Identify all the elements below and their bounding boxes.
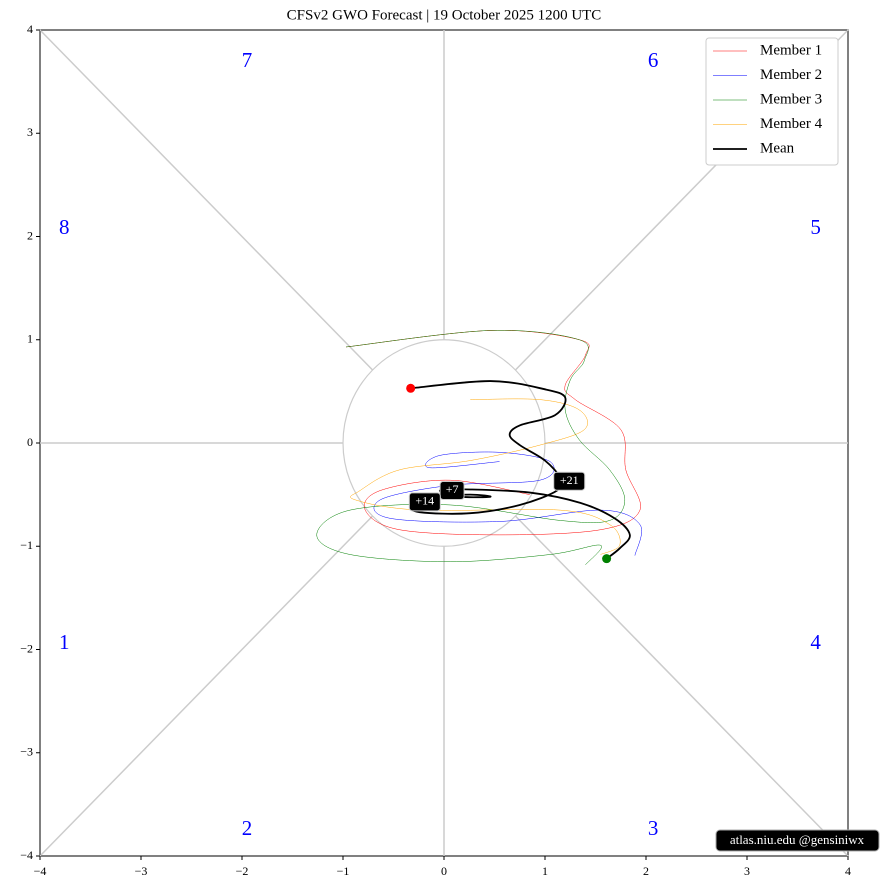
- trajectory: [409, 380, 631, 560]
- phase-label: 8: [59, 215, 70, 239]
- phase-label: 3: [648, 816, 659, 840]
- y-tick-label: 2: [27, 228, 33, 242]
- legend-label: Member 4: [760, 116, 823, 132]
- x-tick-label: −4: [34, 864, 47, 878]
- x-tick-label: 2: [643, 864, 649, 878]
- x-tick-label: 3: [744, 864, 750, 878]
- start-point: [406, 383, 416, 393]
- y-tick-label: 1: [27, 332, 33, 346]
- y-tick-label: −4: [20, 848, 33, 862]
- legend-label: Member 3: [760, 91, 822, 107]
- legend-box: [705, 37, 839, 166]
- annotation-box: [408, 492, 441, 512]
- x-tick-label: −3: [135, 864, 148, 878]
- day-annotation: +7: [439, 480, 465, 500]
- phase-label: 7: [242, 48, 253, 72]
- day-annotation: +21: [553, 471, 586, 491]
- phase-label: 2: [242, 816, 253, 840]
- legend-label: Member 1: [760, 42, 822, 58]
- y-tick-label: −3: [20, 745, 33, 759]
- x-tick-label: 1: [542, 864, 548, 878]
- y-tick-label: 4: [27, 22, 33, 36]
- phase-divider: [39, 515, 374, 857]
- day-annotation: +14: [408, 492, 441, 512]
- end-point: [602, 554, 612, 564]
- phase-label: 6: [648, 48, 659, 72]
- trajectory: [350, 398, 621, 555]
- annotation-text: +21: [560, 473, 579, 487]
- chart-title: CFSv2 GWO Forecast | 19 October 2025 120…: [287, 7, 602, 23]
- watermark-text: atlas.niu.edu @gensiniwx: [730, 832, 865, 847]
- y-tick-label: 0: [27, 435, 33, 449]
- y-tick-label: −2: [20, 641, 33, 655]
- legend-label: Member 2: [760, 67, 822, 83]
- x-tick-label: −1: [337, 864, 350, 878]
- watermark: atlas.niu.edu @gensiniwx: [715, 829, 880, 852]
- unit-circle: [342, 339, 546, 547]
- trajectory: [316, 330, 626, 565]
- annotation-box: [553, 471, 586, 491]
- legend: Member 1 Member 2 Member 3 Member 4 Mean: [705, 37, 839, 166]
- phase-label: 4: [810, 630, 821, 654]
- legend-label: Mean: [760, 140, 795, 156]
- x-tick-label: −2: [236, 864, 249, 878]
- annotation-text: +7: [446, 482, 459, 496]
- y-tick-label: 3: [27, 125, 33, 139]
- annotation-text: +14: [415, 494, 434, 508]
- y-tick-label: −1: [20, 538, 33, 552]
- phase-label: 1: [59, 630, 70, 654]
- watermark-box: [715, 829, 880, 852]
- phase-divider: [39, 29, 374, 371]
- annotation-box: [439, 480, 465, 500]
- trajectory: [346, 330, 641, 536]
- x-tick-label: 0: [441, 864, 447, 878]
- x-tick-label: 4: [845, 864, 851, 878]
- phase-label: 5: [810, 215, 821, 239]
- phase-divider: [514, 515, 849, 857]
